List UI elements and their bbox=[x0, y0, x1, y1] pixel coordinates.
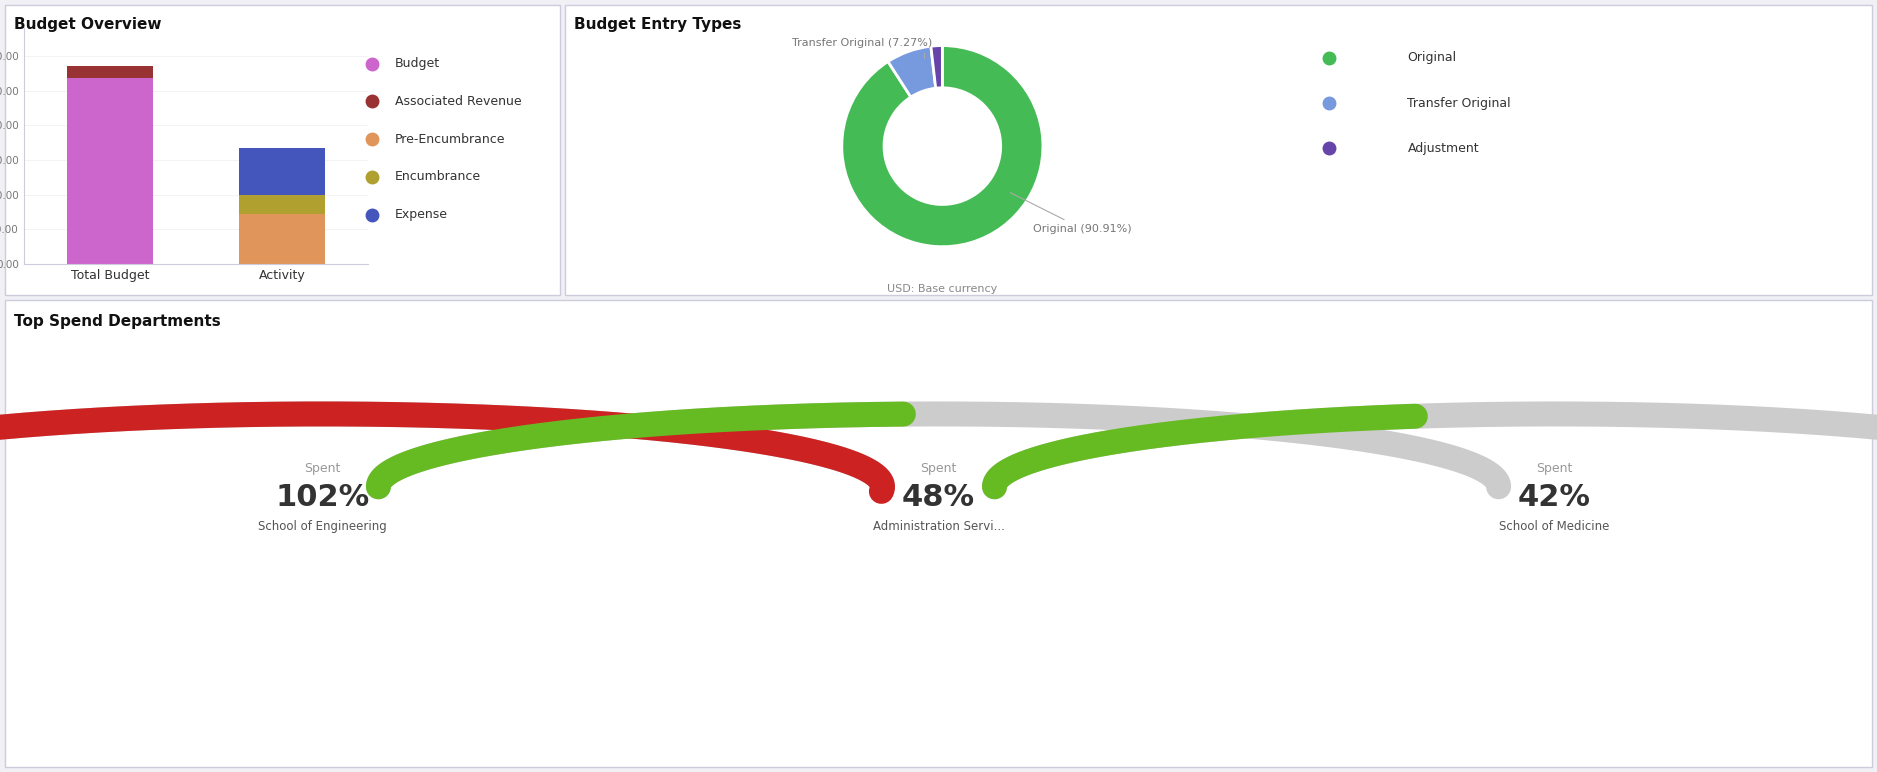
Text: Budget Overview: Budget Overview bbox=[15, 16, 161, 32]
Text: Budget: Budget bbox=[396, 57, 441, 70]
Text: Pre-Encumbrance: Pre-Encumbrance bbox=[396, 133, 505, 146]
Wedge shape bbox=[841, 46, 1044, 247]
Text: Original (90.91%): Original (90.91%) bbox=[1010, 193, 1132, 234]
Text: Budget Entry Types: Budget Entry Types bbox=[574, 16, 741, 32]
Text: School of Medicine: School of Medicine bbox=[1500, 520, 1610, 533]
Text: 48%: 48% bbox=[903, 483, 974, 513]
Text: Spent: Spent bbox=[304, 462, 340, 475]
Text: Transfer Original (7.27%): Transfer Original (7.27%) bbox=[792, 38, 931, 58]
Wedge shape bbox=[931, 46, 942, 88]
Bar bbox=[238, 148, 325, 195]
Text: Encumbrance: Encumbrance bbox=[396, 171, 481, 183]
Text: USD: Base currency: USD: Base currency bbox=[888, 284, 997, 294]
Text: Spent: Spent bbox=[920, 462, 957, 475]
Bar bbox=[238, 214, 325, 264]
Text: School of Engineering: School of Engineering bbox=[257, 520, 387, 533]
Text: Associated Revenue: Associated Revenue bbox=[396, 95, 522, 108]
Bar bbox=[68, 79, 152, 264]
Text: Original: Original bbox=[1408, 52, 1457, 65]
Wedge shape bbox=[888, 46, 937, 97]
Bar bbox=[238, 195, 325, 214]
Text: Spent: Spent bbox=[1537, 462, 1573, 475]
Text: Adjustment: Adjustment bbox=[1408, 142, 1479, 155]
Text: Transfer Original: Transfer Original bbox=[1408, 96, 1511, 110]
Text: Top Spend Departments: Top Spend Departments bbox=[15, 314, 221, 329]
Text: 42%: 42% bbox=[1518, 483, 1592, 513]
Text: Expense: Expense bbox=[396, 208, 449, 221]
Text: Administration Servi...: Administration Servi... bbox=[873, 520, 1004, 533]
Bar bbox=[68, 66, 152, 79]
Text: 102%: 102% bbox=[276, 483, 370, 513]
